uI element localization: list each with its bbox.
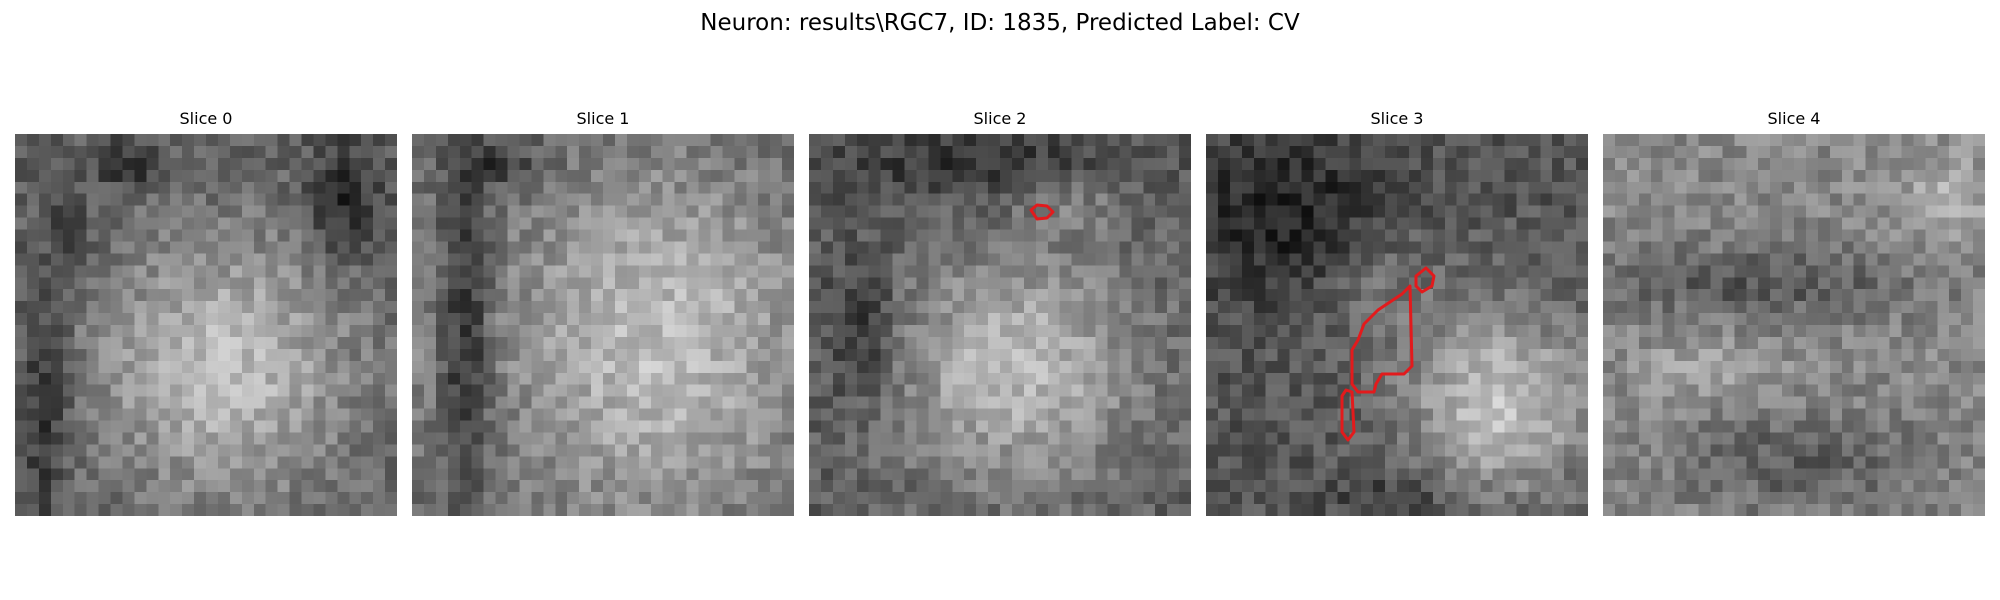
slice-panel-3: Slice 3	[1206, 0, 1588, 520]
slice-panel-0: Slice 0	[15, 0, 397, 520]
slice-image-2	[809, 134, 1191, 516]
slice-title-3: Slice 3	[1370, 109, 1424, 128]
slice-panel-1: Slice 1	[412, 0, 794, 520]
slice-title-4: Slice 4	[1767, 109, 1821, 128]
slice-title-1: Slice 1	[576, 109, 630, 128]
slice-panel-4: Slice 4	[1603, 0, 1985, 520]
figure-title: Neuron: results\RGC7, ID: 1835, Predicte…	[700, 10, 1300, 36]
slice-image-4	[1603, 134, 1985, 516]
slice-panel-2: Slice 2	[809, 0, 1191, 520]
slice-image-1	[412, 134, 794, 516]
slice-title-2: Slice 2	[973, 109, 1027, 128]
slice-title-0: Slice 0	[179, 109, 233, 128]
slice-image-0	[15, 134, 397, 516]
slice-image-3	[1206, 134, 1588, 516]
